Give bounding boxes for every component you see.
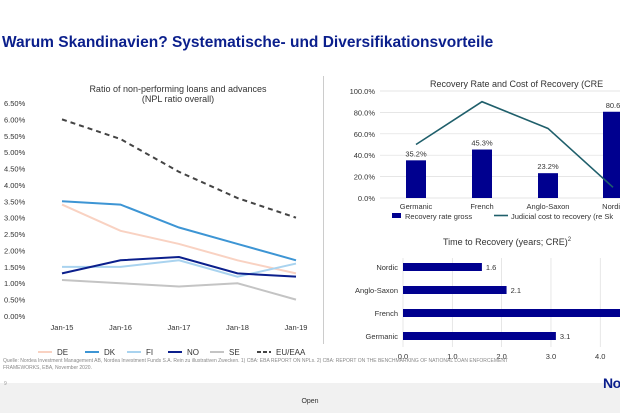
nordea-logo: No bbox=[603, 375, 620, 391]
npl-y-tick-label: 1.50% bbox=[4, 263, 26, 272]
npl-ratio-chart: Ratio of non-performing loans and advanc… bbox=[4, 84, 308, 357]
npl-y-tick-label: 6.50% bbox=[4, 99, 26, 108]
footnote-line-2: FRAMEWORKS, EBA, November 2020. bbox=[3, 365, 92, 371]
ttr-x-tick-label: 4.0 bbox=[595, 352, 605, 361]
npl-y-tick-label: 3.00% bbox=[4, 214, 26, 223]
ttr-category-label: French bbox=[375, 309, 398, 318]
page-number: 9 bbox=[4, 381, 7, 387]
rr-y-tick-label: 20.0% bbox=[354, 173, 376, 182]
rr-bar-value-label: 80.6 bbox=[606, 101, 620, 110]
npl-y-tick-label: 1.00% bbox=[4, 279, 26, 288]
rr-legend-line-label: Judicial cost to recovery (re Sk bbox=[511, 212, 613, 221]
ttr-chart-title: Time to Recovery (years; CRE)2 bbox=[443, 237, 572, 247]
npl-legend-label: DE bbox=[57, 348, 68, 357]
ttr-x-tick-label: 3.0 bbox=[546, 352, 556, 361]
rr-x-tick-label: Germanic bbox=[400, 202, 433, 211]
npl-x-tick-label: Jan-16 bbox=[109, 323, 132, 332]
recovery-chart-title: Recovery Rate and Cost of Recovery (CRE bbox=[430, 79, 603, 89]
rr-cost-line bbox=[415, 100, 614, 188]
rr-y-tick-label: 100.0% bbox=[350, 87, 376, 96]
ttr-bar bbox=[403, 332, 556, 340]
rr-x-tick-label: French bbox=[470, 202, 493, 211]
footnote-line-1: Quelle: Nordea Investment Management AB,… bbox=[3, 358, 508, 364]
ttr-bar-value-label: 2.1 bbox=[511, 286, 521, 295]
rr-y-tick-label: 80.0% bbox=[354, 108, 376, 117]
rr-bar bbox=[472, 149, 492, 198]
rr-legend-bar-swatch bbox=[392, 213, 401, 218]
npl-y-tick-label: 0.00% bbox=[4, 312, 26, 321]
npl-line-eueaa bbox=[61, 118, 297, 219]
npl-y-tick-label: 0.50% bbox=[4, 296, 26, 305]
rr-bar-value-label: 35.2% bbox=[405, 149, 427, 158]
npl-chart-title: Ratio of non-performing loans and advanc… bbox=[89, 84, 267, 94]
footer-band bbox=[0, 383, 620, 413]
npl-y-tick-label: 5.50% bbox=[4, 132, 26, 141]
npl-legend-label: FI bbox=[146, 348, 153, 357]
npl-legend-label: EU/EAA bbox=[276, 348, 306, 357]
npl-chart-subtitle: (NPL ratio overall) bbox=[142, 94, 214, 104]
npl-x-tick-label: Jan-19 bbox=[285, 323, 308, 332]
npl-line-se bbox=[61, 278, 297, 301]
rr-y-tick-label: 60.0% bbox=[354, 130, 376, 139]
ttr-x-tick-label: 2.0 bbox=[496, 352, 506, 361]
npl-x-tick-label: Jan-18 bbox=[226, 323, 249, 332]
rr-legend-bar-label: Recovery rate gross bbox=[405, 212, 472, 221]
ttr-category-label: Anglo-Saxon bbox=[355, 286, 398, 295]
classification-label: Open bbox=[301, 398, 319, 405]
ttr-title-superscript: 2 bbox=[568, 237, 572, 243]
ttr-bar-value-label: 3.1 bbox=[560, 332, 570, 341]
ttr-bar-value-label: 1.6 bbox=[486, 263, 496, 272]
recovery-rate-chart: Recovery Rate and Cost of Recovery (CRE … bbox=[350, 79, 620, 221]
npl-x-tick-label: Jan-17 bbox=[168, 323, 191, 332]
npl-y-tick-label: 4.00% bbox=[4, 181, 26, 190]
npl-line-no bbox=[61, 256, 297, 278]
rr-x-tick-label: Nordic bbox=[602, 202, 620, 211]
npl-y-tick-label: 5.00% bbox=[4, 148, 26, 157]
time-to-recovery-chart: Time to Recovery (years; CRE)2 0.0 1.0 2.0… bbox=[355, 237, 620, 361]
rr-bar bbox=[538, 173, 558, 198]
rr-y-tick-label: 40.0% bbox=[354, 151, 376, 160]
ttr-bar bbox=[403, 286, 507, 294]
rr-x-tick-label: Anglo-Saxon bbox=[527, 202, 570, 211]
npl-line-fi bbox=[62, 259, 297, 278]
rr-bar bbox=[603, 111, 620, 198]
ttr-x-tick-label: 0.0 bbox=[398, 352, 408, 361]
npl-legend-label: SE bbox=[229, 348, 240, 357]
ttr-bar bbox=[403, 263, 482, 271]
slide-title: Warum Skandinavien? Systematische- und D… bbox=[2, 34, 494, 51]
npl-legend-label: NO bbox=[187, 348, 199, 357]
npl-y-tick-label: 6.00% bbox=[4, 115, 26, 124]
npl-y-tick-label: 2.50% bbox=[4, 230, 26, 239]
npl-line-dk bbox=[61, 200, 297, 262]
ttr-bar bbox=[403, 309, 620, 317]
rr-bar bbox=[406, 160, 426, 198]
rr-y-tick-label: 0.0% bbox=[358, 194, 375, 203]
npl-y-tick-label: 2.00% bbox=[4, 246, 26, 255]
npl-y-tick-label: 4.50% bbox=[4, 165, 26, 174]
rr-bar-value-label: 23.2% bbox=[537, 162, 559, 171]
source-footnote: Quelle: Nordea Investment Management AB,… bbox=[3, 358, 618, 372]
ttr-title-main: Time to Recovery (years; CRE) bbox=[443, 237, 568, 247]
npl-y-tick-label: 3.50% bbox=[4, 197, 26, 206]
npl-x-tick-label: Jan-15 bbox=[51, 323, 74, 332]
ttr-x-tick-label: 1.0 bbox=[447, 352, 457, 361]
panel-divider bbox=[323, 76, 324, 344]
npl-legend-label: DK bbox=[104, 348, 116, 357]
npl-line-de bbox=[61, 203, 297, 275]
ttr-category-label: Nordic bbox=[376, 263, 398, 272]
rr-bar-value-label: 45.3% bbox=[471, 139, 493, 148]
ttr-category-label: Germanic bbox=[365, 332, 398, 341]
